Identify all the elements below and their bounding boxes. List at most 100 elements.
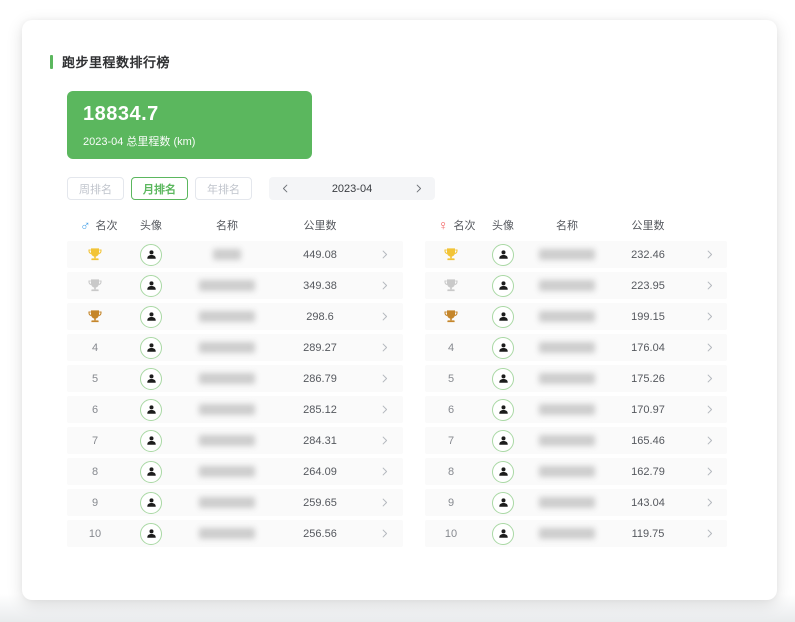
row-detail-chevron[interactable] [365, 497, 403, 508]
table-row[interactable]: 199.15 [425, 303, 727, 330]
chevron-right-icon[interactable] [379, 373, 390, 384]
masked-name [199, 342, 255, 353]
chevron-right-icon[interactable] [379, 466, 390, 477]
chevron-right-icon[interactable] [704, 497, 715, 508]
table-row[interactable]: 5 175.26 [425, 365, 727, 392]
distance-value: 162.79 [631, 465, 665, 478]
chevron-right-icon[interactable] [704, 280, 715, 291]
table-row[interactable]: 232.46 [425, 241, 727, 268]
table-body: 449.08 349.38 298.6 4 289.27 5 286.79 6 285… [67, 241, 403, 547]
row-detail-chevron[interactable] [691, 373, 727, 384]
chevron-right-icon[interactable] [379, 342, 390, 353]
masked-name [539, 404, 595, 415]
page-header: 跑步里程数排行榜 [50, 52, 777, 71]
chevron-right-icon[interactable] [704, 528, 715, 539]
masked-name [539, 435, 595, 446]
rank-column-header: ♂ 名次 [67, 217, 123, 233]
row-detail-chevron[interactable] [691, 249, 727, 260]
row-detail-chevron[interactable] [365, 404, 403, 415]
table-row[interactable]: 5 286.79 [67, 365, 403, 392]
row-detail-chevron[interactable] [691, 311, 727, 322]
masked-name [199, 280, 255, 291]
row-detail-chevron[interactable] [691, 342, 727, 353]
chevron-right-icon[interactable] [704, 373, 715, 384]
row-detail-chevron[interactable] [691, 497, 727, 508]
ranking-tables: ♂ 名次 头像 名称 公里数 449.08 349.38 298.6 4 289.… [67, 213, 777, 547]
table-row[interactable]: 6 285.12 [67, 396, 403, 423]
next-month-button[interactable] [413, 183, 424, 194]
distance-value: 119.75 [631, 527, 665, 540]
chevron-right-icon[interactable] [704, 342, 715, 353]
table-row[interactable]: 10 256.56 [67, 520, 403, 547]
rank-cell: 10 [88, 527, 102, 540]
total-mileage-value: 18834.7 [83, 103, 159, 125]
table-row[interactable]: 10 119.75 [425, 520, 727, 547]
chevron-right-icon[interactable] [379, 404, 390, 415]
row-detail-chevron[interactable] [691, 528, 727, 539]
rank-cell: 8 [447, 465, 455, 478]
table-row[interactable]: 8 162.79 [425, 458, 727, 485]
table-row[interactable]: 9 259.65 [67, 489, 403, 516]
distance-value: 175.26 [631, 372, 665, 385]
row-detail-chevron[interactable] [365, 249, 403, 260]
avatar [140, 305, 162, 328]
row-detail-chevron[interactable] [691, 404, 727, 415]
row-detail-chevron[interactable] [365, 311, 403, 322]
chevron-right-icon[interactable] [379, 435, 390, 446]
prev-month-button[interactable] [280, 183, 291, 194]
row-detail-chevron[interactable] [365, 466, 403, 477]
chevron-right-icon[interactable] [704, 466, 715, 477]
table-row[interactable]: 6 170.97 [425, 396, 727, 423]
avatar-cell [477, 429, 529, 452]
tab-week-ranking[interactable]: 周排名 [67, 177, 124, 200]
table-row[interactable]: 4 289.27 [67, 334, 403, 361]
chevron-right-icon[interactable] [379, 311, 390, 322]
table-row[interactable]: 449.08 [67, 241, 403, 268]
tab-month-ranking[interactable]: 月排名 [131, 177, 188, 200]
chevron-right-icon[interactable] [379, 497, 390, 508]
row-detail-chevron[interactable] [691, 435, 727, 446]
row-detail-chevron[interactable] [691, 280, 727, 291]
chevron-right-icon[interactable] [379, 528, 390, 539]
chevron-right-icon[interactable] [704, 249, 715, 260]
table-row[interactable]: 298.6 [67, 303, 403, 330]
row-detail-chevron[interactable] [365, 280, 403, 291]
rank-cell: 4 [91, 341, 99, 354]
avatar [140, 336, 162, 359]
avatar [492, 429, 514, 452]
distance-value: 298.6 [306, 310, 334, 323]
person-icon [146, 281, 156, 290]
chevron-right-icon[interactable] [379, 280, 390, 291]
name-cell [179, 342, 275, 353]
table-row[interactable]: 7 284.31 [67, 427, 403, 454]
rank-cell [67, 278, 123, 294]
trophy-icon [444, 247, 458, 260]
person-icon [498, 281, 508, 290]
table-row[interactable]: 223.95 [425, 272, 727, 299]
rank-header-label: 名次 [95, 220, 118, 232]
table-row[interactable]: 349.38 [67, 272, 403, 299]
name-cell [179, 404, 275, 415]
trophy-icon [444, 278, 458, 291]
table-row[interactable]: 4 176.04 [425, 334, 727, 361]
table-row[interactable]: 9 143.04 [425, 489, 727, 516]
row-detail-chevron[interactable] [365, 528, 403, 539]
avatar-cell [477, 243, 529, 266]
table-row[interactable]: 8 264.09 [67, 458, 403, 485]
chevron-right-icon[interactable] [704, 435, 715, 446]
avatar [140, 460, 162, 483]
distance-value: 259.65 [303, 496, 337, 509]
chevron-right-icon[interactable] [704, 311, 715, 322]
avatar-cell [123, 243, 179, 266]
tab-year-ranking[interactable]: 年排名 [195, 177, 252, 200]
name-cell [179, 311, 275, 322]
row-detail-chevron[interactable] [365, 342, 403, 353]
chevron-right-icon[interactable] [379, 249, 390, 260]
table-row[interactable]: 7 165.46 [425, 427, 727, 454]
row-detail-chevron[interactable] [365, 435, 403, 446]
chevron-right-icon[interactable] [704, 404, 715, 415]
row-detail-chevron[interactable] [365, 373, 403, 384]
rank-cell: 10 [444, 527, 458, 540]
name-cell [179, 497, 275, 508]
row-detail-chevron[interactable] [691, 466, 727, 477]
